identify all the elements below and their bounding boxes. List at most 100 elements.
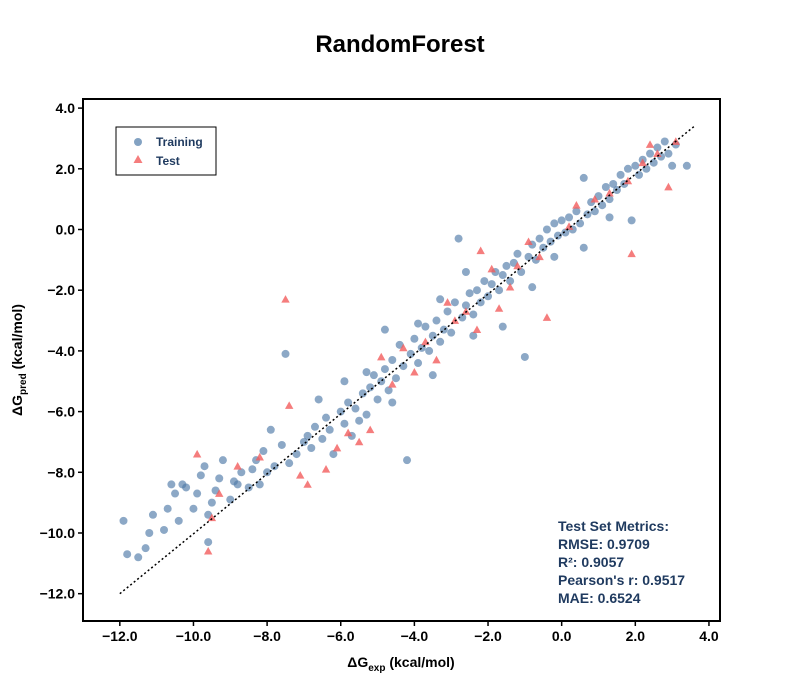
training-point bbox=[495, 286, 504, 295]
training-point bbox=[627, 216, 636, 225]
training-point bbox=[480, 277, 489, 286]
training-point bbox=[572, 207, 581, 216]
training-point bbox=[160, 525, 169, 534]
training-point bbox=[623, 164, 632, 173]
training-point bbox=[233, 480, 242, 489]
test-point bbox=[377, 352, 386, 361]
test-point bbox=[443, 298, 452, 306]
training-point bbox=[285, 459, 294, 468]
test-point bbox=[542, 313, 552, 321]
training-point bbox=[682, 161, 691, 170]
training-point bbox=[605, 195, 614, 204]
legend-test-marker bbox=[133, 155, 143, 163]
plot-area bbox=[119, 125, 695, 595]
training-point bbox=[443, 307, 452, 316]
training-point bbox=[653, 143, 662, 152]
test-point bbox=[215, 489, 224, 497]
training-point bbox=[391, 374, 400, 383]
test-point bbox=[203, 546, 213, 555]
training-point bbox=[601, 183, 610, 192]
x-tick-label: −4.0 bbox=[401, 628, 429, 644]
test-point bbox=[627, 249, 636, 258]
training-point bbox=[605, 213, 614, 222]
training-point bbox=[263, 468, 272, 477]
training-point bbox=[174, 516, 183, 525]
training-point bbox=[524, 252, 533, 261]
training-point bbox=[318, 434, 327, 443]
training-point bbox=[535, 234, 544, 243]
training-point bbox=[553, 231, 562, 240]
training-point bbox=[307, 444, 316, 453]
training-point bbox=[498, 322, 507, 331]
y-tick-label: −6.0 bbox=[47, 404, 75, 420]
training-point bbox=[565, 213, 574, 222]
test-point bbox=[590, 194, 600, 203]
training-point bbox=[277, 440, 286, 449]
training-point bbox=[414, 359, 423, 368]
legend-training-label: Training bbox=[156, 135, 203, 149]
training-point bbox=[141, 544, 150, 553]
test-point bbox=[505, 282, 515, 291]
series-training bbox=[119, 137, 691, 562]
training-point bbox=[329, 450, 338, 459]
training-point bbox=[145, 528, 154, 537]
y-tick-label: −10.0 bbox=[40, 525, 76, 541]
training-point bbox=[369, 371, 378, 380]
y-tick-label: −12.0 bbox=[40, 586, 76, 602]
test-point bbox=[354, 437, 364, 446]
training-point bbox=[513, 249, 522, 258]
x-tick-label: −12.0 bbox=[102, 628, 138, 644]
y-tick-label: −8.0 bbox=[47, 464, 75, 480]
test-point bbox=[653, 149, 662, 157]
training-point bbox=[616, 170, 625, 179]
plot-frame bbox=[82, 98, 721, 622]
training-point bbox=[403, 456, 412, 465]
training-point bbox=[502, 261, 511, 270]
training-point bbox=[406, 349, 415, 358]
training-point bbox=[340, 419, 349, 428]
test-point bbox=[321, 465, 331, 473]
training-point bbox=[193, 489, 202, 498]
training-point bbox=[358, 389, 367, 398]
training-point bbox=[134, 553, 143, 562]
training-point bbox=[458, 313, 467, 322]
training-point bbox=[425, 346, 434, 355]
test-point bbox=[535, 252, 544, 261]
training-point bbox=[299, 437, 308, 446]
x-axis: −12.0 −10.0 −8.0 −6.0 −4.0 −2.0 0.0 2.0 4.0 bbox=[102, 621, 719, 644]
training-point bbox=[583, 210, 592, 219]
test-point bbox=[343, 428, 353, 437]
training-point bbox=[506, 277, 515, 286]
test-point bbox=[421, 337, 430, 346]
training-point bbox=[340, 377, 349, 386]
training-point bbox=[590, 207, 599, 216]
training-point bbox=[182, 483, 191, 492]
training-point bbox=[487, 280, 496, 289]
training-point bbox=[148, 510, 157, 519]
training-point bbox=[450, 298, 459, 307]
training-point bbox=[469, 331, 478, 340]
training-point bbox=[171, 489, 180, 498]
training-point bbox=[244, 483, 253, 492]
training-point bbox=[303, 431, 312, 440]
training-point bbox=[668, 161, 677, 170]
test-point bbox=[255, 452, 264, 461]
metrics-heading: Test Set Metrics: bbox=[558, 518, 669, 534]
metric-pearson: Pearson's r: 0.9517 bbox=[558, 572, 685, 588]
training-point bbox=[579, 173, 588, 182]
test-point bbox=[572, 201, 581, 209]
training-point bbox=[469, 310, 478, 319]
training-point bbox=[248, 465, 257, 474]
training-point bbox=[399, 362, 408, 371]
training-point bbox=[237, 468, 246, 477]
legend: Training Test bbox=[115, 126, 217, 176]
training-point bbox=[660, 137, 669, 146]
training-point bbox=[270, 462, 279, 471]
training-point bbox=[664, 149, 673, 158]
y-tick-label: −2.0 bbox=[47, 282, 75, 298]
training-point bbox=[517, 267, 526, 276]
test-point bbox=[476, 246, 485, 255]
training-point bbox=[539, 243, 548, 252]
training-point bbox=[484, 292, 493, 301]
y-tick-label: −4.0 bbox=[47, 343, 75, 359]
